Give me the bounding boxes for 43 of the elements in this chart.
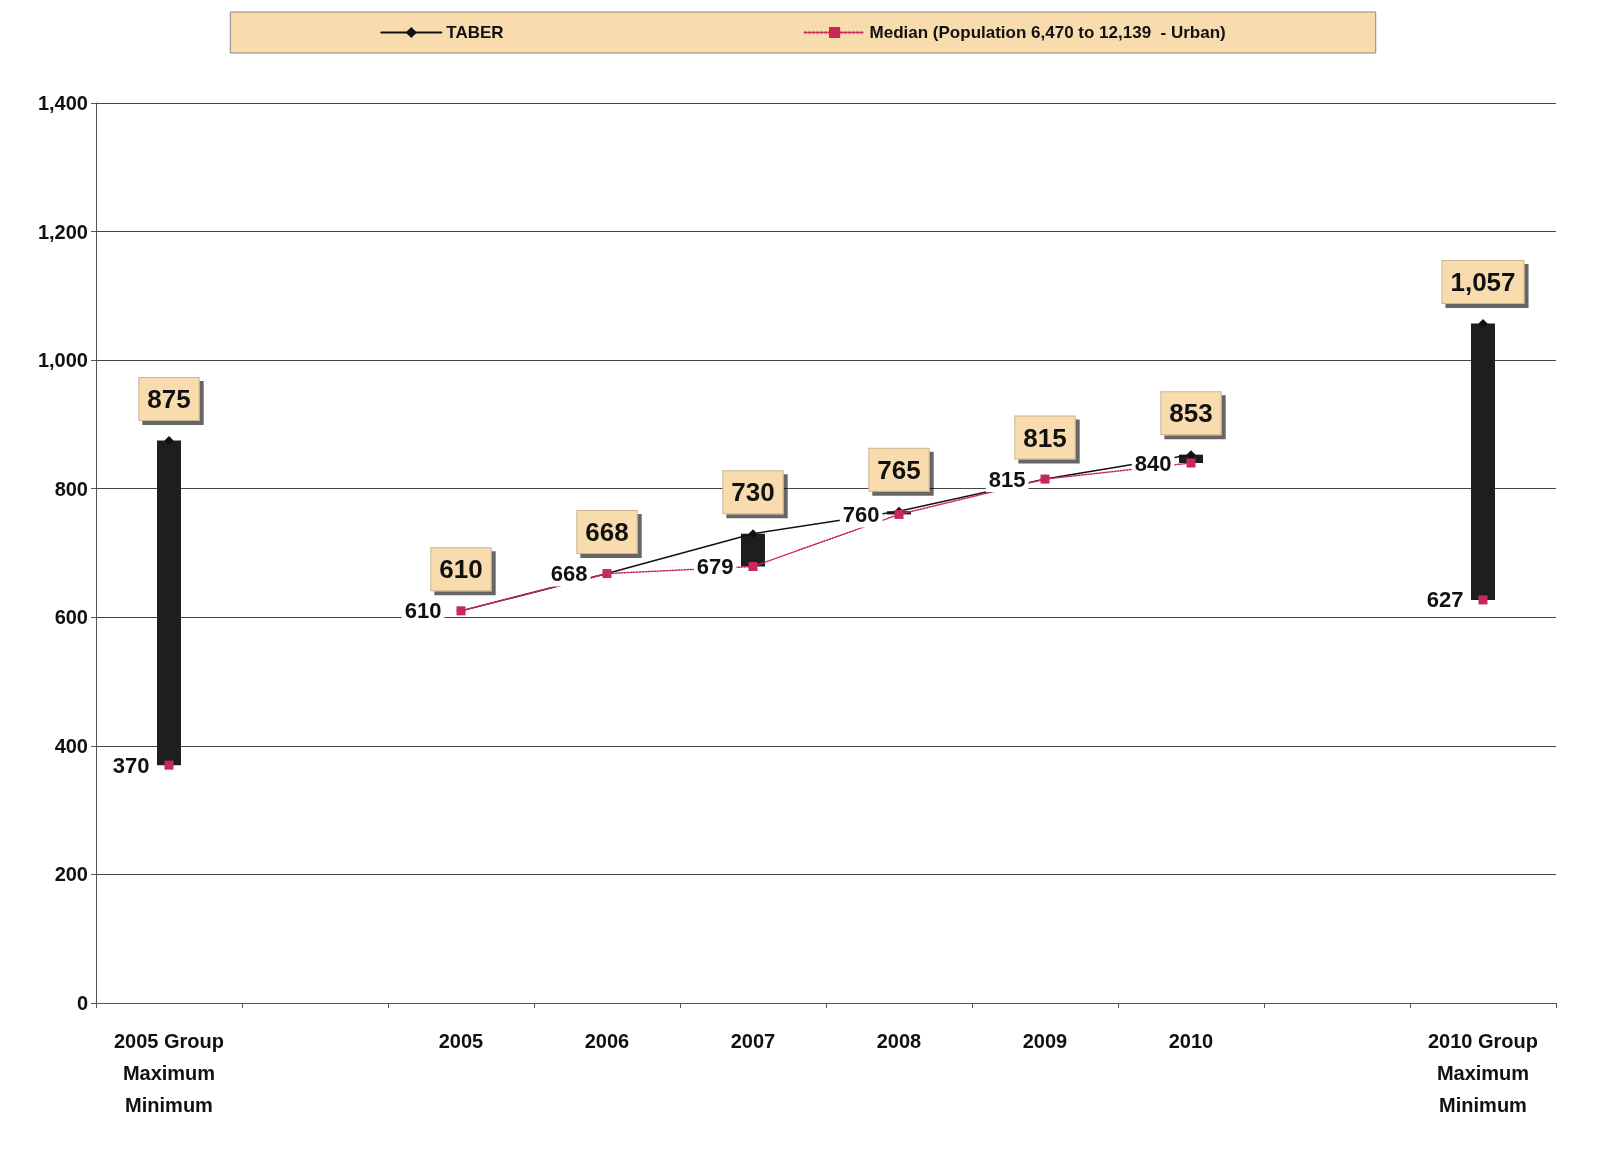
- y-tick-label: 400: [54, 734, 88, 757]
- point: [748, 529, 758, 539]
- data-label: 627: [1426, 587, 1464, 613]
- bar: [157, 440, 181, 766]
- data-label: 875: [147, 384, 191, 414]
- y-tick-label: 1,200: [37, 220, 88, 243]
- y-tick-label: 200: [54, 863, 88, 886]
- x-tick-label: 2010: [1168, 1030, 1214, 1052]
- data-label: 679: [696, 554, 734, 579]
- x-tick-label: 2010 Group Maximum Minimum: [1427, 1030, 1539, 1116]
- data-label: 730: [731, 477, 775, 508]
- data-label: 765: [877, 454, 921, 485]
- data-label: 815: [1023, 422, 1067, 453]
- x-tick-label: 2006: [584, 1030, 630, 1052]
- x-tick-label: 2007: [730, 1030, 776, 1052]
- x-tick-label: 2008: [876, 1030, 922, 1052]
- y-tick-label: 800: [54, 477, 88, 500]
- point: [164, 436, 174, 445]
- data-label: 1,057: [1450, 267, 1516, 297]
- y-tick-label: 1,000: [37, 349, 88, 372]
- data-label: 610: [439, 554, 483, 585]
- point: [164, 760, 174, 770]
- data-label: 668: [585, 517, 629, 548]
- data-label: 668: [550, 561, 588, 587]
- bar: [1471, 323, 1495, 600]
- x-tick-label: 2009: [1022, 1030, 1068, 1052]
- data-label: 610: [404, 598, 442, 624]
- y-tick-label: 0: [76, 992, 88, 1014]
- point: [1478, 319, 1488, 328]
- legend-label: Median (Population 6,470 to 12,139 - Urban): [869, 23, 1226, 42]
- point: [748, 562, 758, 571]
- x-tick-label: 2005 Group Maximum Minimum: [113, 1030, 225, 1116]
- legend-label: TABER: [446, 23, 504, 42]
- data-label: 370: [112, 752, 150, 778]
- data-label: 840: [1134, 450, 1172, 476]
- data-label: 853: [1169, 398, 1213, 429]
- y-tick-label: 1,400: [37, 92, 88, 114]
- data-label: 760: [842, 501, 880, 527]
- x-tick-label: 2005: [438, 1030, 484, 1052]
- point: [1478, 595, 1488, 605]
- point: [1186, 458, 1196, 468]
- y-tick-label: 600: [54, 606, 88, 629]
- data-label: 815: [988, 466, 1026, 492]
